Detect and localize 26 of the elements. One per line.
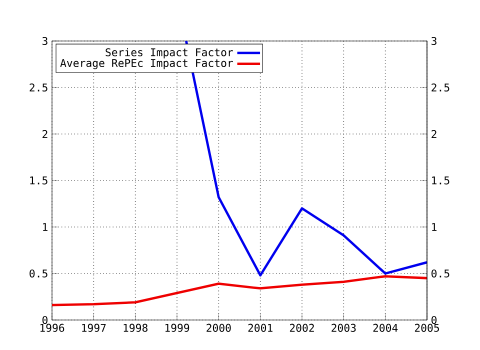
y2-tick-label: 3: [432, 36, 436, 46]
y2-tick-label: 1: [432, 223, 437, 231]
x-tick-label: 2005: [414, 324, 439, 332]
x-tick-label: 2000: [206, 324, 231, 332]
x-tick-label: 2002: [290, 324, 314, 332]
y-tick-label: 2: [42, 130, 48, 138]
y-tick-label: 0.5: [30, 269, 48, 278]
y2-tick-label: 0.5: [432, 269, 450, 278]
y2-tick-label: 2.5: [432, 83, 450, 92]
y2-tick-label: 0: [432, 316, 437, 324]
y2-tick-label: 1.5: [432, 176, 450, 184]
x-tick-label: 2004: [373, 324, 398, 332]
y-tick-label: 1.5: [30, 176, 48, 184]
y-tick-label: 2.5: [30, 83, 48, 92]
y-tick-label: 1: [43, 223, 48, 231]
y2-tick-label: 2: [432, 130, 436, 138]
legend-label: Series Impact Factor: [106, 48, 233, 58]
x-tick-label: 1998: [124, 324, 148, 332]
y-tick-label: 0: [42, 316, 48, 324]
x-tick-label: 1997: [82, 324, 106, 332]
x-tick-label: 1999: [165, 324, 190, 332]
x-tick-label: 2001: [248, 324, 272, 332]
y-tick-label: 3: [42, 36, 48, 46]
legend-label: Average RePEc Impact Factor: [60, 59, 233, 70]
x-tick-label: 1996: [40, 324, 64, 332]
x-tick-label: 2003: [332, 324, 356, 332]
